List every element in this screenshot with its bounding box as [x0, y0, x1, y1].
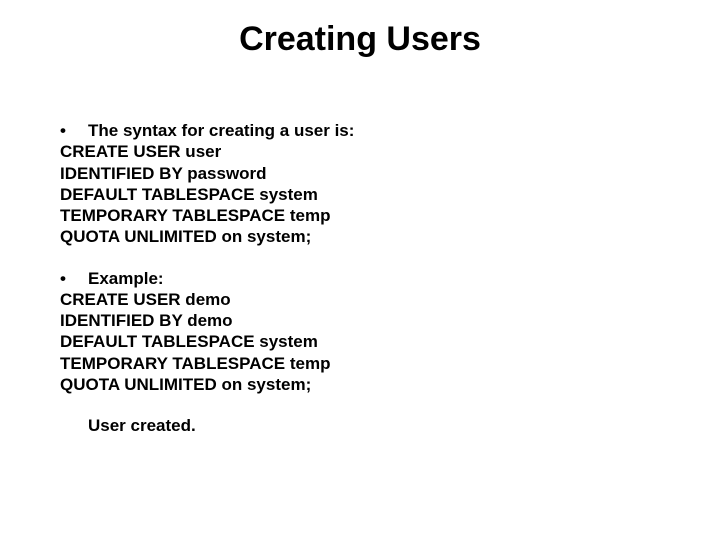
- bullet-dot-icon: •: [60, 120, 88, 141]
- bullet-syntax: • The syntax for creating a user is:: [60, 120, 660, 141]
- syntax-line: QUOTA UNLIMITED on system;: [60, 226, 660, 247]
- spacer: [60, 248, 660, 268]
- example-line: CREATE USER demo: [60, 289, 660, 310]
- spacer: [60, 395, 660, 415]
- bullet-syntax-text: The syntax for creating a user is:: [88, 120, 354, 141]
- bullet-dot-icon: •: [60, 268, 88, 289]
- example-line: QUOTA UNLIMITED on system;: [60, 374, 660, 395]
- result-line: User created.: [60, 415, 660, 436]
- example-line: IDENTIFIED BY demo: [60, 310, 660, 331]
- example-line: TEMPORARY TABLESPACE temp: [60, 353, 660, 374]
- bullet-example: • Example:: [60, 268, 660, 289]
- syntax-line: IDENTIFIED BY password: [60, 163, 660, 184]
- syntax-line: TEMPORARY TABLESPACE temp: [60, 205, 660, 226]
- slide-body: • The syntax for creating a user is: CRE…: [60, 120, 660, 436]
- syntax-line: CREATE USER user: [60, 141, 660, 162]
- example-line: DEFAULT TABLESPACE system: [60, 331, 660, 352]
- syntax-line: DEFAULT TABLESPACE system: [60, 184, 660, 205]
- slide-title: Creating Users: [0, 20, 720, 59]
- slide: Creating Users • The syntax for creating…: [0, 0, 720, 540]
- bullet-example-text: Example:: [88, 268, 164, 289]
